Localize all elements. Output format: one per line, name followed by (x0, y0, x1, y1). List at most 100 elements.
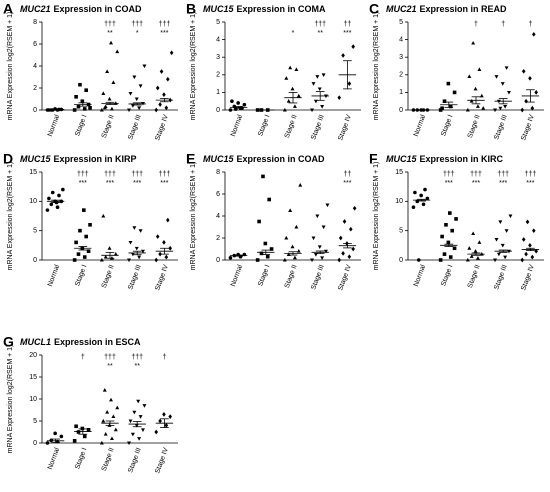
point (155, 85, 160, 91)
significance-dagger: ††† (104, 21, 116, 28)
point (477, 240, 482, 244)
point (78, 228, 82, 233)
title-text: Expression in READ (420, 4, 508, 14)
point (504, 229, 509, 233)
point (128, 419, 133, 424)
point (520, 257, 525, 263)
point (53, 431, 57, 436)
x-tick-label: Normal (230, 114, 244, 138)
point (154, 429, 159, 435)
y-tick-label: 15 (395, 169, 403, 176)
point (109, 40, 113, 45)
y-axis-label: mRNA Expression log2(RSEM + 1) (190, 162, 197, 271)
point (337, 95, 342, 101)
point (142, 64, 147, 69)
point (99, 257, 104, 262)
x-tick-label: Stage IV (520, 114, 536, 142)
significance-star: *** (343, 180, 351, 187)
y-tick-label: 2 (399, 72, 403, 79)
x-tick-label: Normal (47, 114, 61, 138)
significance-dagger: ††† (104, 354, 116, 361)
y-tick-label: 4 (216, 213, 220, 220)
point (228, 108, 233, 112)
point (127, 258, 132, 263)
point (103, 432, 108, 436)
point (323, 249, 328, 254)
significance-star: * (292, 30, 295, 37)
y-tick-label: 2 (216, 72, 220, 79)
point (101, 418, 106, 423)
point (168, 245, 172, 251)
point (284, 76, 289, 80)
point (61, 187, 65, 192)
y-axis-label: mRNA Expression log2(RSEM + 1) (373, 12, 380, 121)
point (352, 205, 357, 211)
point (311, 82, 316, 86)
point (351, 246, 355, 252)
point (47, 196, 51, 201)
significance-star: *** (133, 180, 141, 187)
y-tick-label: 20 (29, 352, 37, 359)
point (282, 107, 287, 112)
y-tick-label: 4 (399, 36, 403, 43)
point (286, 99, 291, 103)
point (102, 388, 107, 392)
point (341, 53, 345, 58)
point (72, 108, 77, 112)
point (140, 428, 145, 432)
point (534, 90, 538, 95)
significance-dagger: † (501, 21, 505, 28)
title-text: Expression in KIRP (54, 154, 137, 164)
x-tick-label: Stage IV (520, 264, 536, 292)
point (127, 108, 132, 113)
point (134, 423, 139, 428)
point (450, 228, 454, 233)
point (446, 81, 451, 86)
gene-name: MUC15 (20, 154, 52, 164)
point (423, 187, 427, 192)
point (325, 203, 330, 208)
point (524, 251, 528, 257)
y-axis-label: mRNA Expression log2(RSEM + 1) (7, 162, 14, 271)
point (294, 67, 299, 71)
x-tick-label: Normal (230, 264, 244, 288)
point (59, 434, 64, 439)
x-tick-label: Stage I (440, 264, 454, 287)
point (101, 213, 106, 218)
x-tick-label: Stage III (493, 264, 509, 291)
point (531, 31, 536, 37)
x-tick-label: Stage III (310, 114, 326, 141)
y-axis-label: mRNA Expression log2(RSEM + 1) (7, 345, 14, 454)
point (49, 438, 54, 443)
point (467, 246, 472, 250)
point (528, 242, 532, 248)
point (296, 249, 301, 253)
significance-dagger: †† (344, 171, 352, 178)
y-axis-label: mRNA Expression log2(RSEM + 1) (373, 162, 380, 271)
point (80, 99, 85, 103)
significance-dagger: †† (344, 21, 352, 28)
point (493, 258, 498, 263)
x-tick-label: Stage IV (154, 264, 170, 292)
point (315, 214, 320, 219)
point (111, 80, 116, 84)
point (475, 104, 480, 108)
y-tick-label: 5 (33, 228, 37, 235)
x-tick-label: Stage I (257, 264, 271, 287)
point (228, 255, 233, 260)
x-tick-label: Stage IV (337, 114, 353, 142)
point (88, 106, 92, 110)
point (164, 423, 169, 428)
point (315, 75, 320, 79)
significance-star: *** (160, 30, 168, 37)
y-tick-label: 5 (33, 418, 37, 425)
y-tick-label: 5 (216, 19, 220, 26)
point (107, 246, 112, 250)
gene-name: MUC21 (20, 4, 51, 14)
x-tick-label: Stage III (127, 447, 143, 474)
point (109, 106, 114, 111)
point (296, 93, 301, 98)
point (99, 107, 104, 112)
x-tick-label: Normal (47, 447, 61, 471)
point (162, 412, 166, 417)
